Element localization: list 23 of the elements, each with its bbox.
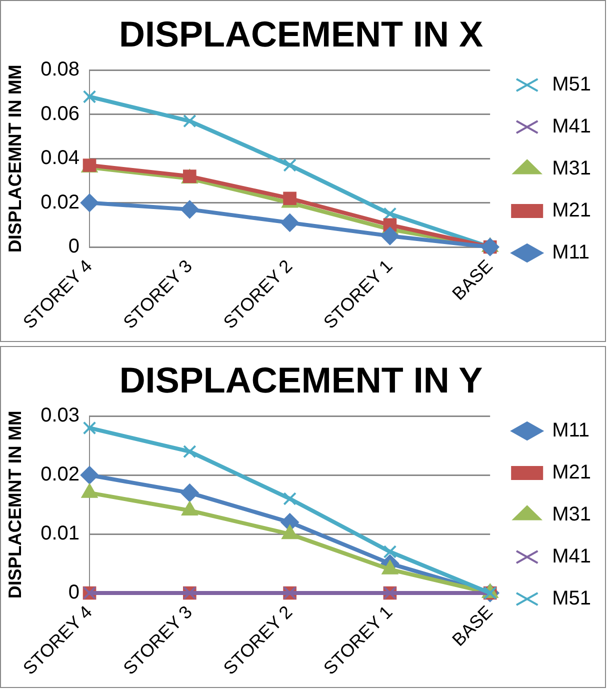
y-tick-label: 0: [68, 582, 80, 604]
chart-title: DISPLACEMENT IN Y: [119, 360, 483, 401]
legend-label: M31: [552, 158, 591, 180]
legend-label: M21: [552, 462, 591, 484]
y-tick-label: 0.04: [40, 147, 80, 170]
legend-label: M41: [552, 546, 591, 568]
legend-label: M31: [552, 504, 591, 526]
legend-label: M11: [552, 242, 590, 264]
y-axis-title: DISPLACEMNT IN MM: [4, 64, 25, 253]
chart-title: DISPLACEMENT IN X: [118, 14, 484, 55]
y-tick-label: 0.08: [40, 58, 80, 81]
legend-label: M51: [552, 588, 591, 610]
y-axis-title: DISPLACEMNT IN MM: [4, 410, 25, 599]
y-tick-label: 0.06: [40, 102, 80, 125]
legend-label: M51: [552, 74, 591, 96]
legend-label: M11: [552, 420, 590, 442]
y-tick-label: 0.01: [40, 522, 80, 545]
legend-label: M21: [552, 200, 591, 222]
y-tick-label: 0: [68, 236, 80, 258]
y-tick-label: 0.03: [40, 404, 80, 427]
y-tick-label: 0.02: [40, 191, 80, 214]
legend-label: M41: [552, 116, 591, 138]
y-tick-label: 0.02: [40, 464, 80, 486]
